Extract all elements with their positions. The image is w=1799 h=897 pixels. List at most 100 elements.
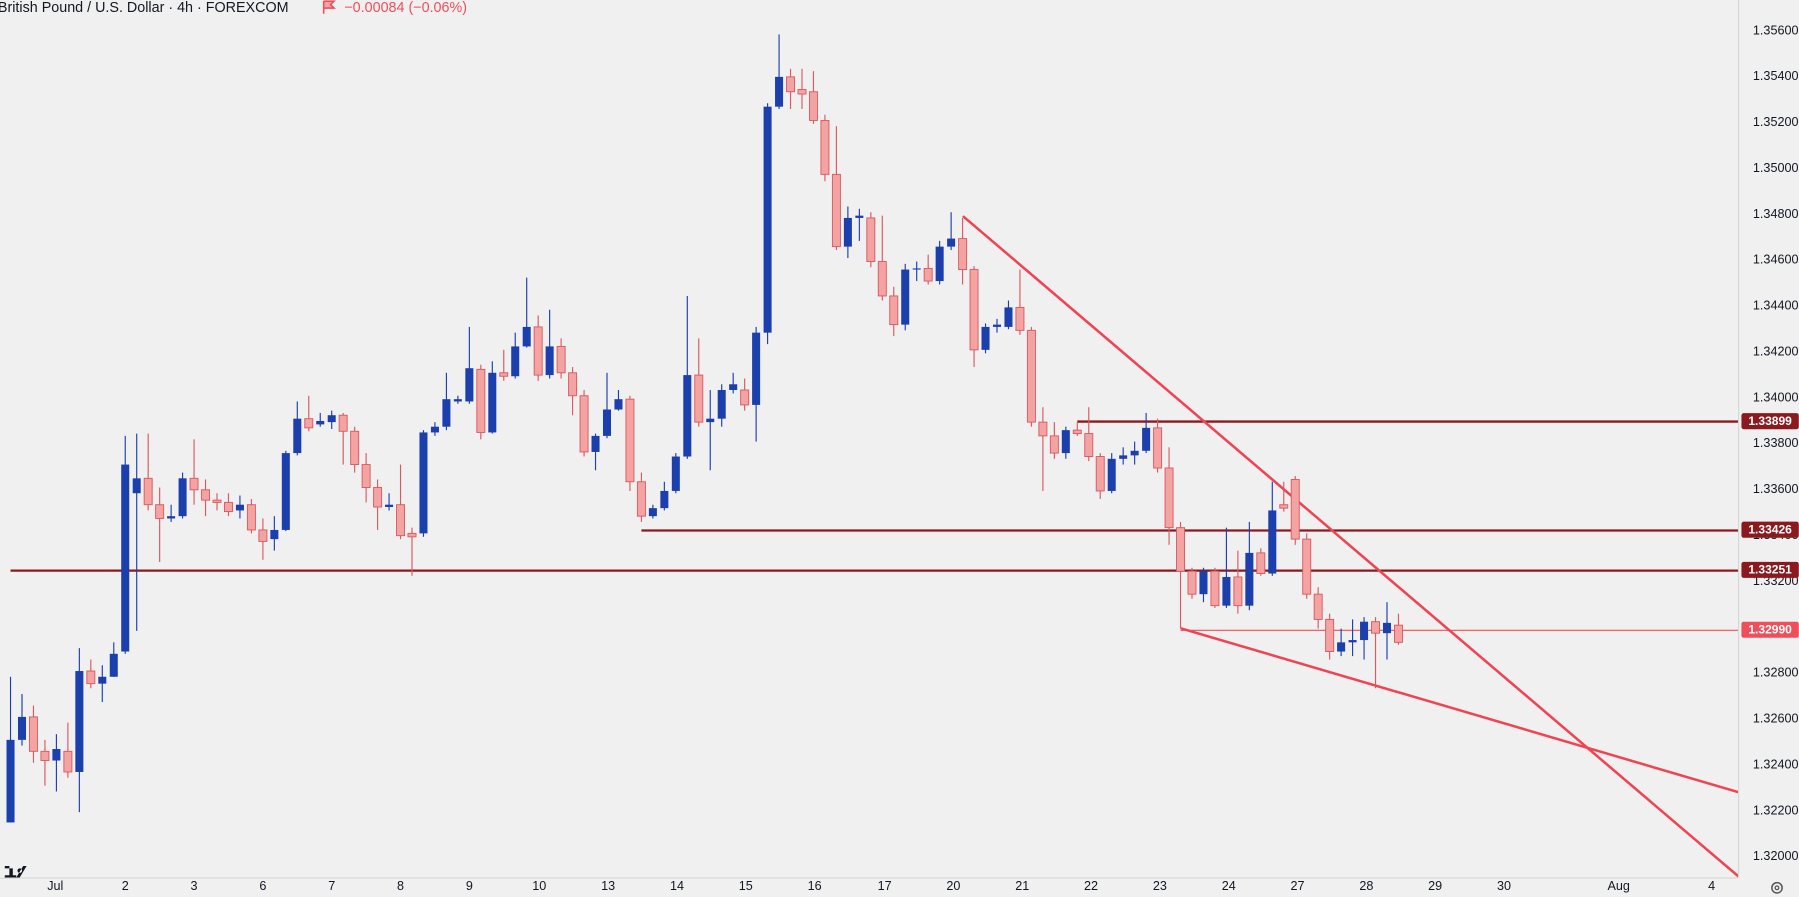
candle-body — [6, 739, 15, 823]
candle-body — [304, 418, 314, 429]
x-tick-label: 7 — [328, 879, 335, 893]
x-tick-label: 29 — [1428, 879, 1442, 893]
candle-body — [568, 372, 578, 397]
candle-body — [889, 295, 899, 326]
candle-body — [625, 398, 635, 483]
candle-body — [86, 670, 96, 685]
x-tick-label: 27 — [1291, 879, 1305, 893]
candle-body — [121, 464, 130, 652]
candle-body — [1130, 450, 1139, 456]
flag-icon[interactable] — [322, 0, 336, 14]
candle-body — [1187, 570, 1197, 595]
candle-body — [969, 269, 979, 351]
x-tick-label: 14 — [670, 879, 684, 893]
candle-body — [235, 504, 244, 511]
y-tick-label: 1.32000 — [1753, 849, 1799, 863]
candle-body — [729, 384, 738, 390]
candle-body — [132, 478, 141, 494]
candle-body — [1290, 479, 1300, 540]
candle-body — [648, 508, 657, 517]
price-label: 1.33251 — [1748, 563, 1792, 577]
candle-body — [947, 238, 956, 247]
y-tick-label: 1.34800 — [1753, 207, 1799, 221]
candle-body — [407, 532, 417, 538]
x-tick-label: 17 — [878, 879, 892, 893]
settings-icon[interactable] — [1771, 881, 1783, 894]
y-tick-label: 1.32800 — [1753, 666, 1799, 680]
x-tick-label: 15 — [739, 879, 753, 893]
candle-body — [1119, 455, 1128, 459]
candle-body — [361, 464, 371, 488]
x-tick-label: 10 — [532, 879, 546, 893]
candle-body — [1279, 504, 1289, 509]
candle-body — [63, 750, 73, 773]
y-tick-label: 1.35600 — [1753, 23, 1799, 37]
candle-body — [1049, 435, 1059, 454]
candle-body — [1153, 427, 1163, 469]
candle-body — [752, 332, 761, 405]
candle-body — [636, 481, 646, 517]
x-tick-label: 24 — [1222, 879, 1236, 893]
candle-body — [1084, 433, 1094, 457]
price-label-box — [1741, 521, 1799, 538]
candle-body — [1026, 329, 1036, 423]
candle-body — [820, 119, 830, 175]
x-tick-label: 20 — [946, 879, 960, 893]
candle-body — [338, 414, 348, 432]
candle-body — [178, 478, 187, 517]
candle-body — [740, 389, 750, 406]
candle-body — [1004, 307, 1013, 327]
x-tick-label: 13 — [601, 879, 615, 893]
candle-body — [396, 504, 406, 537]
candle-body — [614, 399, 623, 410]
price-label: 1.33426 — [1748, 522, 1792, 536]
candle-body — [522, 326, 531, 347]
candle-body — [935, 246, 944, 282]
candle-body — [1015, 306, 1025, 331]
y-tick-label: 1.34200 — [1753, 344, 1799, 358]
candle-body — [212, 499, 222, 503]
y-tick-label: 1.34400 — [1753, 299, 1799, 313]
candle-body — [258, 529, 268, 542]
candle-body — [660, 490, 669, 509]
tradingview-logo[interactable] — [4, 866, 27, 878]
y-tick-label: 1.35400 — [1753, 69, 1799, 83]
candle-body — [981, 326, 990, 350]
x-tick-label: Aug — [1607, 879, 1629, 893]
x-tick-label: 21 — [1015, 879, 1029, 893]
candle-body — [717, 390, 726, 419]
price-label-box — [1741, 413, 1799, 430]
candle-body — [1095, 456, 1105, 492]
candle-body — [442, 399, 451, 427]
candle-body — [476, 368, 486, 433]
y-tick-label: 1.32600 — [1753, 712, 1799, 726]
candle-body — [1313, 593, 1323, 620]
candle-body — [270, 529, 279, 540]
x-tick-label: 6 — [259, 879, 266, 893]
candle-body — [52, 749, 61, 761]
x-tick-label: 2 — [122, 879, 129, 893]
candle-body — [201, 489, 211, 501]
candle-body — [556, 345, 566, 374]
candle-body — [511, 346, 520, 377]
x-tick-label: 4 — [1708, 879, 1715, 893]
candle-body — [75, 671, 84, 772]
x-tick-label: 22 — [1084, 879, 1098, 893]
candle-body — [912, 268, 921, 270]
candle-body — [775, 76, 784, 107]
trendline — [1180, 627, 1738, 794]
candle-body — [155, 504, 165, 519]
candle-body — [1142, 427, 1151, 451]
candle-body — [1061, 430, 1070, 454]
y-tick-label: 1.34000 — [1753, 390, 1799, 404]
x-tick-label: 9 — [466, 879, 473, 893]
candle-body — [1072, 429, 1082, 435]
price-label-box — [1741, 561, 1799, 578]
price-change: −0.00084 (−0.06%) — [344, 0, 467, 16]
x-tick-label: 23 — [1153, 879, 1167, 893]
candle-body — [167, 516, 176, 519]
candle-body — [385, 504, 394, 507]
candle-body — [143, 477, 153, 506]
